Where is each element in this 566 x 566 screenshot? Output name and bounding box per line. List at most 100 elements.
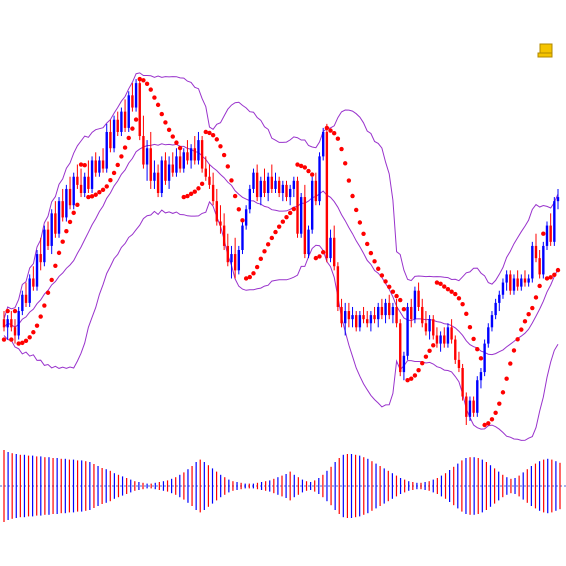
candle (94, 152, 97, 177)
candle-body (391, 306, 395, 316)
candle-body (288, 188, 292, 198)
sar-dot (273, 229, 278, 235)
candle (204, 156, 207, 181)
candle-body (512, 278, 516, 291)
sar-dot (350, 193, 355, 199)
candle (153, 160, 156, 189)
sar-dot (199, 181, 205, 187)
candle-body (395, 306, 398, 324)
candle-body (79, 184, 83, 194)
sar-dot (159, 111, 164, 117)
sar-dot (240, 218, 245, 223)
sar-dot (207, 130, 212, 136)
candle (90, 156, 94, 194)
candle (171, 152, 174, 177)
candle (498, 290, 501, 312)
sar-dot (467, 324, 473, 330)
sar-dot (331, 131, 337, 136)
sar-dot (111, 170, 117, 176)
sar-dot (291, 206, 297, 212)
candle-body (516, 278, 519, 287)
candle-body (545, 225, 549, 246)
candle-body (417, 290, 420, 307)
candle-body (332, 237, 336, 267)
candle (325, 123, 329, 263)
candle (193, 136, 196, 165)
candle (68, 176, 72, 210)
sar-dot (188, 191, 194, 197)
candle (182, 148, 185, 173)
candle-body (230, 254, 233, 263)
candle-body (358, 315, 362, 328)
sar-dot (449, 289, 454, 294)
candle-body (501, 282, 505, 295)
sar-dot (412, 373, 418, 378)
candle-body (116, 119, 119, 132)
sar-dot (42, 303, 47, 308)
candle (189, 144, 193, 169)
sar-dot (56, 250, 62, 256)
sar-dot (309, 172, 315, 177)
candle-body (314, 180, 318, 202)
sar-dot (482, 422, 487, 428)
sar-dot (287, 210, 293, 216)
sar-dot (49, 277, 54, 283)
sar-dot (346, 178, 352, 183)
sar-dot (548, 275, 553, 280)
candle (98, 156, 101, 177)
sar-dot (86, 194, 91, 200)
candle-body (292, 180, 296, 189)
candle-body (373, 315, 376, 320)
sar-dot (456, 296, 462, 301)
sar-dot (12, 308, 18, 314)
sar-dot (464, 311, 469, 317)
sar-dot (16, 341, 21, 346)
sar-dot (23, 338, 29, 343)
candle-body (109, 131, 112, 149)
candle-body (446, 327, 450, 344)
candle (13, 319, 17, 344)
sar-dot (115, 162, 120, 168)
candle-body (351, 315, 354, 320)
candle (72, 172, 75, 210)
candle-body (252, 172, 255, 189)
sar-dot (34, 323, 40, 328)
sar-dot (354, 207, 359, 213)
sar-dot (339, 146, 344, 152)
sar-dot (552, 272, 557, 277)
candle-body (542, 245, 545, 275)
candle (487, 323, 490, 348)
candle-body (479, 372, 483, 381)
candle-body (318, 156, 321, 202)
scroll-note-icon[interactable] (537, 43, 553, 58)
sar-dot (390, 289, 396, 294)
sar-dot (152, 95, 157, 100)
candle (373, 306, 376, 324)
candle-body (259, 180, 263, 198)
candle-body (406, 306, 409, 356)
candle-body (424, 323, 428, 332)
candle (472, 396, 475, 417)
candle-body (131, 95, 134, 108)
sar-dot (335, 136, 341, 141)
candle-body (215, 201, 218, 222)
candle (512, 274, 516, 295)
candle (32, 266, 35, 291)
candle-body (178, 156, 182, 169)
candle-body (226, 245, 230, 263)
candle-body (556, 197, 560, 202)
candle (21, 290, 24, 316)
candle (391, 302, 395, 324)
candle-body (120, 111, 123, 132)
candle (138, 79, 141, 141)
sar-dot (100, 187, 106, 193)
candle (505, 270, 508, 291)
candle (281, 180, 285, 202)
sar-dot (416, 367, 421, 373)
sar-dot (298, 163, 304, 169)
candle-body (46, 229, 50, 246)
candle (366, 311, 369, 328)
candle (421, 298, 424, 328)
sar-dot (541, 231, 546, 236)
candle-body (307, 229, 310, 255)
